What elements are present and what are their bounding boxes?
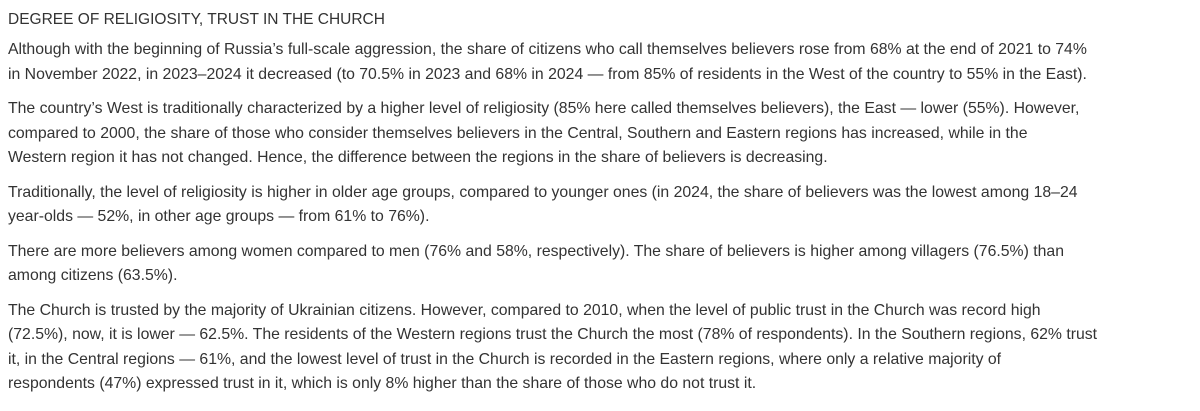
section-title: DEGREE OF RELIGIOSITY, TRUST IN THE CHUR… [8,11,385,28]
paragraph-line: compared to 2000, the share of those who… [8,124,1028,142]
paragraph-line: Traditionally, the level of religiosity … [8,183,1078,201]
article: DEGREE OF RELIGIOSITY, TRUST IN THE CHUR… [8,11,1200,397]
paragraph-line: it, in the Central regions — 61%, and th… [8,350,1002,368]
paragraph-line: The country’s West is traditionally char… [8,100,1080,117]
paragraph: Traditionally, the level of religiosity … [8,181,1200,230]
paragraph-line: There are more believers among women com… [8,242,1064,260]
article-body: Although with the beginning of Russia’s … [8,38,1200,397]
paragraph: There are more believers among women com… [8,240,1200,289]
paragraph-line: respondents (47%) expressed trust in it,… [8,375,757,392]
paragraph-line: Although with the beginning of Russia’s … [8,41,1087,58]
paragraph-line: in November 2022, in 2023–2024 it decrea… [8,65,1087,83]
paragraph: The Church is trusted by the majority of… [8,299,1200,397]
paragraph-line: year-olds — 52%, in other age groups — f… [8,208,430,225]
paragraph-line: among citizens (63.5%). [8,267,178,284]
paragraph: Although with the beginning of Russia’s … [8,38,1200,87]
paragraph-line: (72.5%), now, it is lower — 62.5%. The r… [8,326,1098,343]
paragraph: The country’s West is traditionally char… [8,97,1200,171]
paragraph-line: The Church is trusted by the majority of… [8,301,1041,319]
paragraph-line: Western region it has not changed. Hence… [8,149,828,166]
